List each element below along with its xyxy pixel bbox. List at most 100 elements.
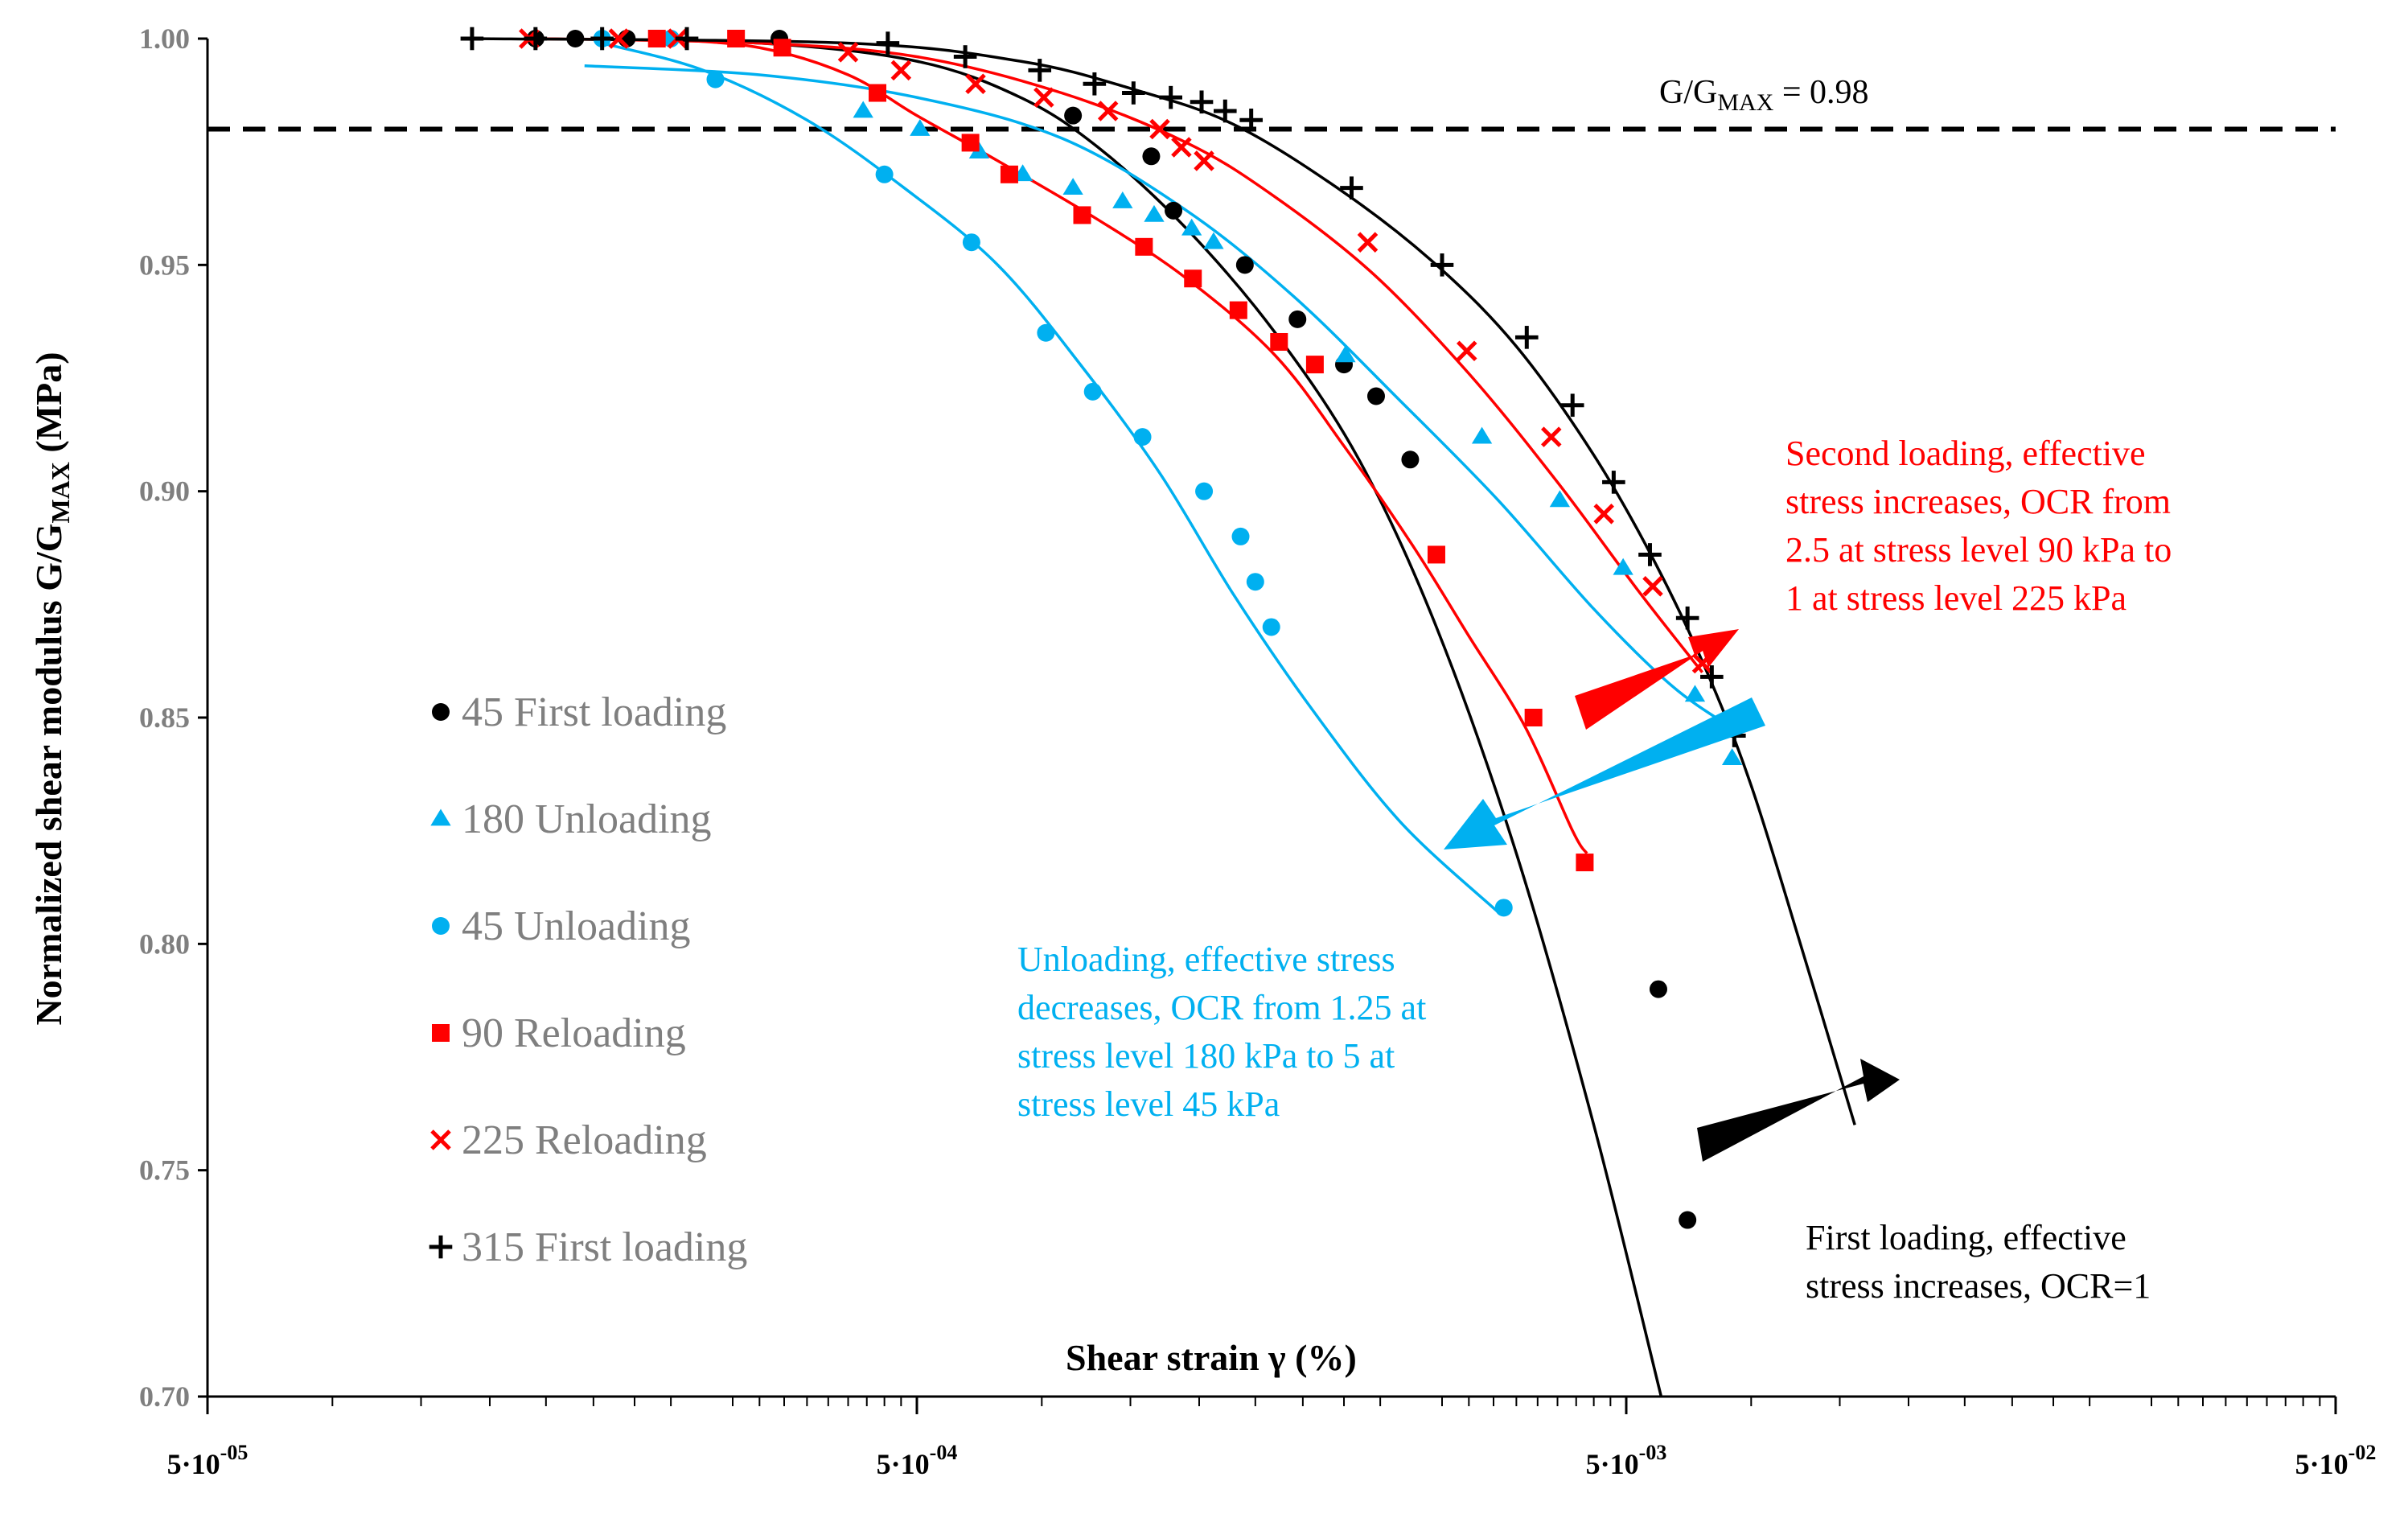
y-axis-ticks: 1.00 0.95 0.90 0.85 0.80 0.75 0.70 [139, 23, 208, 1413]
data-point [1000, 165, 1018, 183]
data-point [1357, 232, 1379, 253]
data-point [675, 27, 699, 51]
data-point [1684, 685, 1706, 702]
data-point [953, 45, 977, 68]
data-point [706, 70, 725, 88]
series-points [853, 101, 1743, 765]
data-point [961, 134, 980, 152]
fit-curve [535, 37, 1663, 1397]
legend-label: 45 Unloading [462, 903, 691, 949]
data-point [727, 30, 746, 47]
data-point [1028, 59, 1052, 82]
data-point [1037, 323, 1055, 342]
legend-item: 315 First loading [429, 1224, 747, 1270]
fit-curve [602, 41, 1500, 914]
svg-text:stress level 180 kPa to 5 at: stress level 180 kPa to 5 at [1017, 1036, 1395, 1076]
annotation-first-loading: First loading, effective stress increase… [1806, 1218, 2151, 1306]
data-point [590, 27, 614, 51]
legend-label: 180 Unloading [462, 796, 712, 842]
y-tick-label: 0.85 [139, 701, 190, 734]
data-point [1613, 557, 1633, 575]
reference-line-label: G/GMAX = 0.98 [1659, 74, 1869, 116]
red-arrow [1575, 629, 1739, 730]
svg-text:stress increases, OCR from: stress increases, OCR from [1785, 482, 2171, 521]
legend-item: 180 Unloading [430, 796, 712, 842]
annotation-second-loading: Second loading, effective stress increas… [1785, 434, 2172, 618]
data-point [1514, 326, 1539, 349]
data-point [432, 703, 450, 721]
legend-label: 315 First loading [462, 1224, 747, 1270]
data-point [1401, 450, 1420, 469]
legend-label: 225 Reloading [462, 1117, 707, 1163]
data-point [1097, 101, 1119, 121]
data-point [837, 42, 859, 63]
data-point [1142, 147, 1161, 166]
data-point [1335, 345, 1356, 363]
legend-label: 90 Reloading [462, 1010, 686, 1056]
data-point [773, 39, 791, 57]
data-point [1122, 81, 1145, 105]
data-point [853, 101, 873, 118]
data-point [965, 73, 986, 95]
data-point [1270, 332, 1288, 351]
data-point [962, 233, 980, 252]
y-tick-label: 0.75 [139, 1154, 190, 1187]
data-point [1239, 108, 1263, 132]
x-axis-ticks: 5·10-05 5·10-04 5·10-03 5·10-02 [167, 1397, 2376, 1480]
data-point [1262, 618, 1280, 636]
data-point [608, 28, 630, 49]
data-point [647, 30, 666, 47]
y-tick-label: 0.95 [139, 249, 190, 281]
data-point [1471, 426, 1493, 444]
data-point [1064, 106, 1083, 125]
data-point [1231, 527, 1250, 545]
series-points [519, 28, 1713, 674]
y-tick-label: 0.90 [139, 475, 190, 508]
blue-arrow [1444, 697, 1765, 850]
y-tick-label: 1.00 [139, 23, 190, 55]
data-point [1229, 301, 1247, 319]
series-points [647, 30, 1594, 872]
data-point [1576, 854, 1594, 872]
data-point [1203, 232, 1224, 249]
data-point [1112, 191, 1133, 208]
data-point [1642, 576, 1663, 597]
data-point [1181, 218, 1202, 236]
data-point [429, 1235, 453, 1259]
data-point [1288, 310, 1307, 328]
legend-item: 45 First loading [432, 689, 726, 735]
x-tick-label: 5·10-04 [877, 1441, 958, 1480]
data-point [1246, 573, 1264, 591]
data-point [432, 1024, 450, 1042]
fit-curve [584, 64, 1731, 728]
svg-text:First loading, effective: First loading, effective [1806, 1218, 2127, 1257]
data-points [460, 27, 1746, 1229]
data-point [1494, 899, 1513, 917]
data-point [1190, 90, 1214, 114]
data-point [1721, 748, 1743, 765]
data-point [1171, 137, 1192, 158]
data-point [1675, 606, 1699, 630]
series-points [593, 30, 1513, 917]
y-tick-label: 0.80 [139, 928, 190, 960]
data-point [1083, 382, 1102, 401]
data-point [1638, 543, 1662, 566]
data-point [1149, 118, 1170, 140]
data-point [430, 1129, 451, 1150]
data-point [1305, 356, 1324, 374]
data-point [430, 808, 451, 826]
data-point [1184, 269, 1202, 288]
data-point [1073, 206, 1091, 224]
legend-label: 45 First loading [462, 689, 726, 735]
data-point [1593, 504, 1614, 525]
data-point [1033, 87, 1054, 108]
data-point [1235, 256, 1254, 274]
data-point [460, 27, 484, 51]
data-point [1649, 980, 1667, 998]
svg-text:Unloading, effective stress: Unloading, effective stress [1017, 940, 1395, 979]
data-point [875, 165, 894, 183]
data-point [1524, 709, 1543, 726]
x-tick-label: 5·10-03 [1586, 1441, 1667, 1480]
data-point [432, 917, 450, 935]
